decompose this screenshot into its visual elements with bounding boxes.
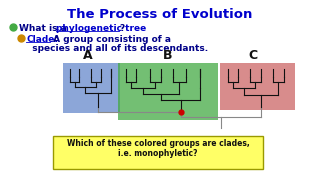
Text: ?: ? — [119, 24, 124, 33]
Bar — [63, 63, 120, 113]
Text: The Process of Evolution: The Process of Evolution — [67, 8, 253, 21]
Bar — [118, 63, 218, 120]
Text: species and all of its descendants.: species and all of its descendants. — [26, 44, 208, 53]
Text: A group consisting of a: A group consisting of a — [50, 35, 171, 44]
Bar — [220, 63, 295, 110]
Text: A: A — [83, 49, 93, 62]
Text: C: C — [248, 49, 258, 62]
Text: Clade:: Clade: — [26, 35, 58, 44]
Text: B: B — [163, 49, 173, 62]
Text: phylogenetic tree: phylogenetic tree — [56, 24, 146, 33]
Text: What is a: What is a — [19, 24, 70, 33]
Text: Which of these colored groups are clades,
i.e. monophyletic?: Which of these colored groups are clades… — [67, 139, 249, 158]
Bar — [53, 136, 263, 169]
